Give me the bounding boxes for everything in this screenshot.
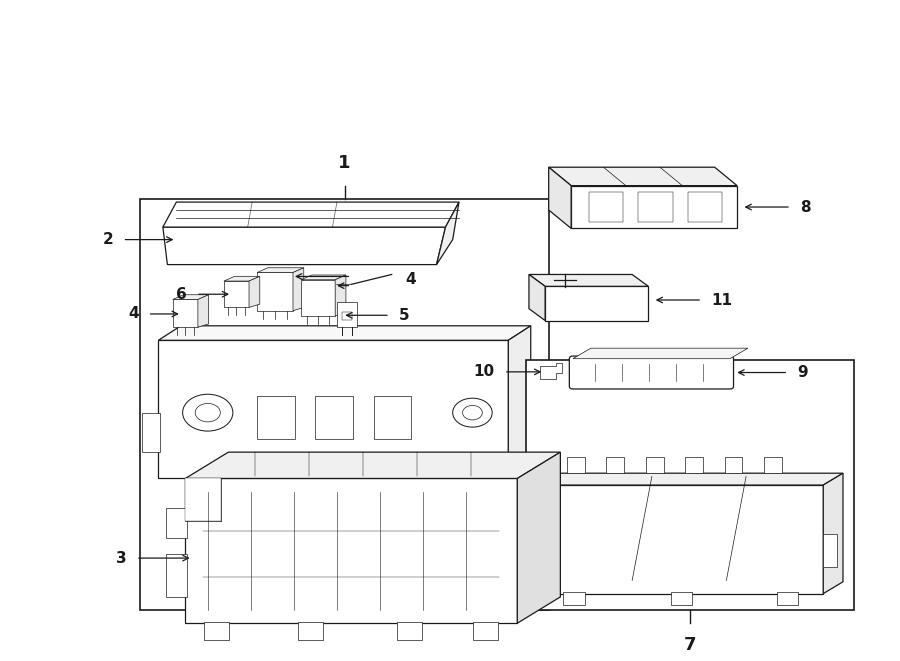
Bar: [166, 554, 187, 597]
Bar: [211, 477, 232, 493]
Bar: [337, 302, 356, 327]
Circle shape: [453, 398, 492, 427]
Polygon shape: [538, 473, 843, 485]
Polygon shape: [173, 295, 209, 299]
Bar: [299, 622, 323, 640]
Bar: [590, 192, 623, 222]
Bar: [327, 477, 348, 493]
Polygon shape: [529, 274, 545, 321]
Text: 1: 1: [338, 155, 351, 173]
Bar: [645, 457, 663, 473]
Polygon shape: [158, 340, 508, 479]
Text: 7: 7: [684, 637, 697, 654]
Polygon shape: [518, 452, 561, 623]
Polygon shape: [549, 167, 737, 186]
Bar: [224, 281, 249, 307]
Bar: [302, 280, 335, 316]
Polygon shape: [224, 276, 260, 281]
Bar: [572, 186, 737, 229]
Bar: [315, 396, 353, 439]
Polygon shape: [185, 479, 221, 522]
Bar: [670, 592, 692, 605]
Text: 6: 6: [176, 287, 187, 301]
Polygon shape: [302, 275, 346, 280]
Bar: [204, 622, 230, 640]
Text: 11: 11: [711, 293, 732, 307]
Bar: [724, 457, 742, 473]
Circle shape: [195, 403, 220, 422]
Bar: [545, 286, 648, 321]
Bar: [473, 622, 499, 640]
Polygon shape: [549, 167, 572, 229]
Bar: [257, 396, 295, 439]
Circle shape: [183, 394, 233, 431]
Polygon shape: [824, 473, 843, 594]
Text: 9: 9: [797, 365, 808, 380]
Polygon shape: [436, 202, 459, 264]
Text: 4: 4: [128, 307, 139, 321]
Bar: [563, 592, 585, 605]
Polygon shape: [573, 348, 748, 359]
Polygon shape: [540, 364, 562, 379]
Bar: [342, 312, 352, 320]
Text: 2: 2: [103, 232, 113, 247]
Bar: [764, 457, 782, 473]
Polygon shape: [158, 326, 531, 340]
Bar: [824, 534, 837, 567]
Bar: [567, 457, 585, 473]
Bar: [257, 272, 293, 311]
Bar: [777, 592, 798, 605]
Bar: [526, 360, 854, 610]
Polygon shape: [249, 276, 260, 307]
Text: 3: 3: [116, 551, 127, 566]
Bar: [140, 199, 549, 610]
Text: 10: 10: [473, 364, 495, 379]
Circle shape: [463, 405, 482, 420]
Polygon shape: [163, 227, 446, 264]
Bar: [688, 192, 722, 222]
Text: 4: 4: [405, 272, 416, 287]
Polygon shape: [529, 274, 648, 286]
Bar: [397, 622, 422, 640]
Bar: [685, 457, 703, 473]
Bar: [142, 412, 160, 452]
Bar: [525, 534, 540, 567]
Polygon shape: [185, 452, 561, 479]
Bar: [444, 477, 465, 493]
Polygon shape: [508, 326, 531, 479]
Polygon shape: [335, 275, 346, 316]
Text: 8: 8: [800, 200, 811, 215]
Polygon shape: [257, 268, 304, 272]
Bar: [166, 508, 187, 537]
Bar: [173, 299, 198, 327]
Bar: [374, 396, 411, 439]
Bar: [638, 192, 672, 222]
Polygon shape: [163, 202, 459, 227]
Bar: [185, 479, 518, 623]
FancyBboxPatch shape: [570, 356, 734, 389]
Text: 5: 5: [399, 308, 410, 323]
Polygon shape: [198, 295, 209, 327]
Polygon shape: [293, 268, 304, 311]
Bar: [606, 457, 624, 473]
Bar: [538, 485, 824, 594]
